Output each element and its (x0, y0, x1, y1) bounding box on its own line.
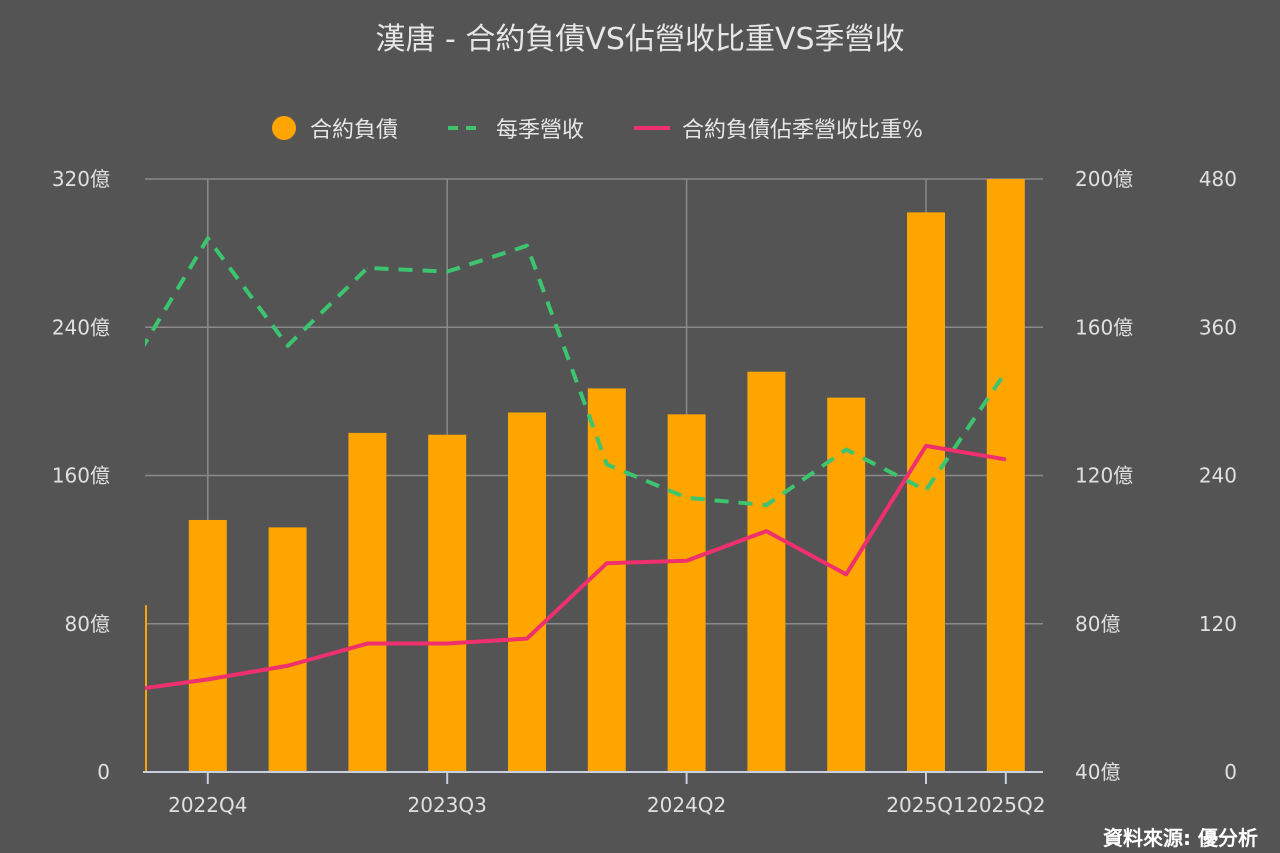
y-tick-label-right1: 120億 (1075, 464, 1133, 488)
line-revenue-point (526, 245, 528, 247)
y-tick-label-right2: 0 (1224, 760, 1237, 784)
line-ratio-point (1005, 458, 1007, 460)
legend-label: 合約負債 (310, 118, 399, 143)
line-ratio-point (446, 643, 448, 645)
bar-contract-liabilities (986, 179, 1025, 772)
bar-contract-liabilities (747, 371, 786, 772)
line-revenue-point (366, 267, 368, 269)
bar-contract-liabilities (907, 212, 945, 772)
line-revenue-point (1005, 371, 1007, 373)
legend-item-contract-liabilities[interactable]: 合約負債 (270, 112, 398, 144)
line-revenue-point (446, 271, 448, 273)
line-revenue-point (686, 497, 688, 499)
bar-contract-liabilities (268, 527, 307, 772)
y-tick-label-left: 320億 (52, 167, 110, 191)
legend-label: 每季營收 (496, 118, 585, 143)
legend-label: 合約負債佔季營收比重% (682, 118, 923, 143)
line-ratio-point (686, 560, 688, 562)
bar-contract-liabilities (188, 519, 227, 772)
bar-contract-liabilities (827, 397, 866, 772)
y-tick-label-left: 240億 (52, 315, 110, 339)
line-ratio-point (526, 638, 528, 640)
source-note: 資料來源: 優分析 (1103, 826, 1258, 850)
line-ratio-point (366, 643, 368, 645)
y-tick-label-right1: 160億 (1075, 315, 1133, 339)
y-tick-label-right1: 80億 (1075, 612, 1120, 636)
y-tick-label-right1: 40億 (1075, 760, 1120, 784)
y-tick-label-right1: 200億 (1075, 167, 1133, 191)
line-revenue (145, 236, 1008, 508)
line-revenue-point (765, 504, 767, 506)
line-revenue-point (845, 449, 847, 451)
bar-contract-liabilities (348, 432, 387, 772)
y-tick-label-right2: 360 (1199, 315, 1237, 339)
x-tick-label: 2025Q1 (886, 793, 965, 817)
y-tick-label-left: 0 (97, 760, 110, 784)
x-tick-label: 2023Q3 (408, 793, 487, 817)
bar-contract-liabilities (428, 434, 467, 772)
line-ratio-point (845, 573, 847, 575)
legend-item-ratio[interactable]: 合約負債佔季營收比重% (634, 112, 923, 144)
bar-contract-liabilities (145, 605, 147, 772)
y-tick-label-right2: 480 (1199, 167, 1237, 191)
line-ratio-point (287, 665, 289, 667)
y-tick-label-right2: 240 (1199, 464, 1237, 488)
line-revenue-point (128, 371, 129, 372)
bar-contract-liabilities (508, 412, 546, 772)
bar-contract-liabilities (587, 388, 626, 772)
line-revenue-point (287, 345, 289, 347)
x-tick-label: 2022Q4 (168, 793, 247, 817)
line-ratio-point (765, 530, 767, 532)
line-revenue-point (207, 237, 209, 239)
line-revenue-point (925, 489, 927, 491)
y-tick-label-right2: 120 (1199, 612, 1237, 636)
x-tick-label: 2024Q2 (647, 793, 726, 817)
y-tick-label-left: 160億 (52, 464, 110, 488)
legend: 合約負債 每季營收 合約負債佔季營收比重% (270, 112, 923, 144)
line-ratio-point (925, 445, 927, 447)
bar-contract-liabilities (667, 414, 706, 772)
line-revenue-point (606, 463, 608, 465)
line-ratio-point (207, 678, 209, 680)
line-ratio-point (128, 690, 129, 691)
line-ratio-point (606, 562, 608, 564)
chart-title: 漢唐 - 合約負債VS佔營收比重VS季營收 (375, 22, 905, 57)
legend-item-revenue[interactable]: 每季營收 (448, 112, 584, 144)
y-tick-label-left: 80億 (65, 612, 110, 636)
line-ratio (145, 443, 1007, 691)
x-tick-label: 2025Q2 (966, 793, 1045, 817)
